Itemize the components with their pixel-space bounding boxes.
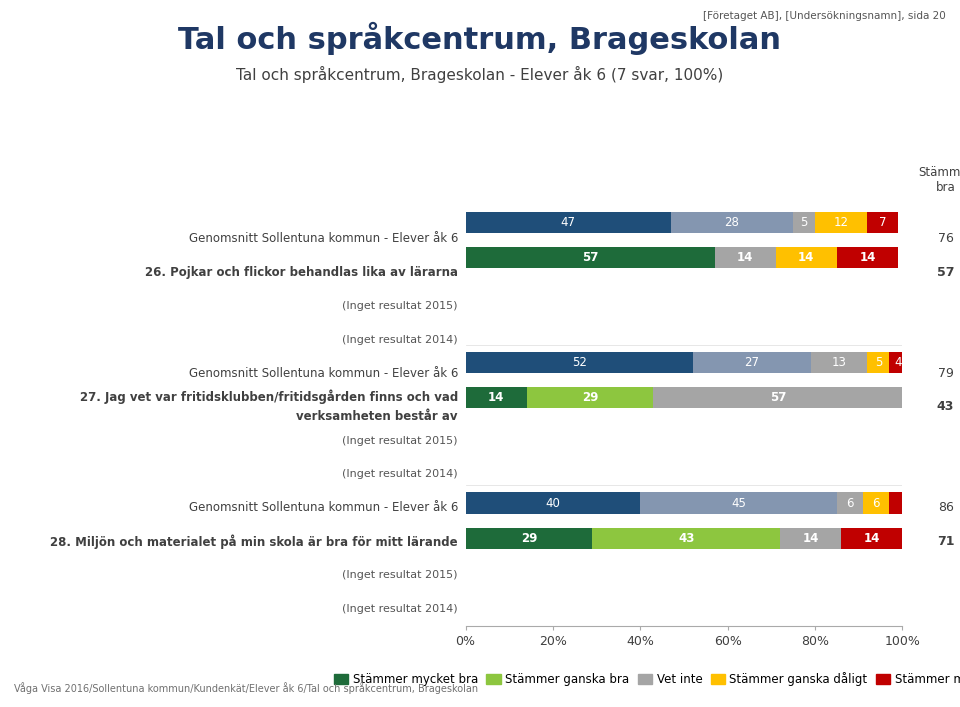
- Bar: [815, 212, 868, 233]
- Bar: [837, 247, 898, 268]
- Text: 6: 6: [873, 496, 880, 510]
- Text: Tal och språkcentrum, Brageskolan: Tal och språkcentrum, Brageskolan: [179, 23, 781, 55]
- Bar: [810, 352, 868, 373]
- Text: 76: 76: [938, 232, 953, 245]
- Text: 40: 40: [545, 496, 561, 510]
- Text: Genomsnitt Sollentuna kommun - Elever åk 6: Genomsnitt Sollentuna kommun - Elever åk…: [188, 501, 458, 515]
- Text: 14: 14: [803, 532, 819, 544]
- Text: 27. Jag vet var fritidsklubben/fritidsgården finns och vad: 27. Jag vet var fritidsklubben/fritidsgå…: [80, 390, 458, 404]
- Text: (Inget resultat 2015): (Inget resultat 2015): [343, 571, 458, 580]
- Bar: [527, 387, 654, 409]
- Bar: [466, 387, 527, 409]
- Text: (Inget resultat 2014): (Inget resultat 2014): [343, 469, 458, 479]
- Bar: [776, 247, 837, 268]
- Text: 13: 13: [831, 356, 847, 369]
- Bar: [889, 352, 907, 373]
- Text: (Inget resultat 2015): (Inget resultat 2015): [343, 436, 458, 445]
- Text: 29: 29: [520, 532, 538, 544]
- Text: Våga Visa 2016/Sollentuna kommun/Kundenkät/Elever åk 6/Tal och språkcentrum, Bra: Våga Visa 2016/Sollentuna kommun/Kundenk…: [14, 682, 478, 694]
- Text: 28. Miljön och materialet på min skola är bra för mitt lärande: 28. Miljön och materialet på min skola ä…: [50, 534, 458, 549]
- Text: 14: 14: [864, 532, 880, 544]
- Text: Genomsnitt Sollentuna kommun - Elever åk 6: Genomsnitt Sollentuna kommun - Elever åk…: [188, 367, 458, 380]
- Text: 26. Pojkar och flickor behandlas lika av lärarna: 26. Pojkar och flickor behandlas lika av…: [145, 266, 458, 279]
- Bar: [466, 527, 592, 549]
- Text: 14: 14: [737, 251, 754, 264]
- Text: [Företaget AB], [Undersökningsnamn], sida 20: [Företaget AB], [Undersökningsnamn], sid…: [703, 11, 946, 21]
- Text: 14: 14: [488, 392, 504, 404]
- Bar: [793, 212, 815, 233]
- Text: 57: 57: [770, 392, 786, 404]
- Text: 43: 43: [678, 532, 694, 544]
- Bar: [671, 212, 793, 233]
- Text: 6: 6: [846, 496, 853, 510]
- Bar: [592, 527, 780, 549]
- Bar: [889, 493, 902, 513]
- Text: 14: 14: [798, 251, 814, 264]
- Text: 47: 47: [561, 216, 576, 229]
- Text: 12: 12: [833, 216, 849, 229]
- Text: 79: 79: [938, 367, 953, 380]
- Bar: [868, 212, 898, 233]
- Text: 86: 86: [938, 501, 953, 515]
- Text: 27: 27: [744, 356, 759, 369]
- Bar: [693, 352, 810, 373]
- Text: 28: 28: [725, 216, 739, 229]
- Text: 45: 45: [732, 496, 746, 510]
- Bar: [714, 247, 776, 268]
- Text: Tal och språkcentrum, Brageskolan - Elever åk 6 (7 svar, 100%): Tal och språkcentrum, Brageskolan - Elev…: [236, 66, 724, 83]
- Bar: [640, 493, 837, 513]
- Text: 71: 71: [937, 535, 954, 548]
- Text: Stämmer
bra: Stämmer bra: [919, 166, 960, 194]
- Bar: [654, 387, 902, 409]
- Bar: [466, 247, 714, 268]
- Bar: [780, 527, 841, 549]
- Bar: [868, 352, 889, 373]
- Bar: [837, 493, 863, 513]
- Text: 57: 57: [937, 266, 954, 279]
- Bar: [466, 493, 640, 513]
- Text: Genomsnitt Sollentuna kommun - Elever åk 6: Genomsnitt Sollentuna kommun - Elever åk…: [188, 232, 458, 245]
- Bar: [863, 493, 889, 513]
- Text: 43: 43: [937, 400, 954, 414]
- Text: 7: 7: [879, 216, 886, 229]
- Bar: [466, 352, 693, 373]
- Text: 4: 4: [895, 356, 901, 369]
- Legend: Stämmer mycket bra, Stämmer ganska bra, Vet inte, Stämmer ganska dåligt, Stämmer: Stämmer mycket bra, Stämmer ganska bra, …: [329, 667, 960, 691]
- Text: 57: 57: [582, 251, 598, 264]
- Bar: [466, 212, 671, 233]
- Text: 5: 5: [875, 356, 882, 369]
- Text: verksamheten består av: verksamheten består av: [297, 410, 458, 423]
- Text: 5: 5: [801, 216, 807, 229]
- Text: (Inget resultat 2014): (Inget resultat 2014): [343, 334, 458, 344]
- Text: (Inget resultat 2015): (Inget resultat 2015): [343, 301, 458, 311]
- Text: 14: 14: [859, 251, 876, 264]
- Text: 29: 29: [582, 392, 598, 404]
- Text: 52: 52: [572, 356, 587, 369]
- Bar: [841, 527, 902, 549]
- Text: (Inget resultat 2014): (Inget resultat 2014): [343, 604, 458, 614]
